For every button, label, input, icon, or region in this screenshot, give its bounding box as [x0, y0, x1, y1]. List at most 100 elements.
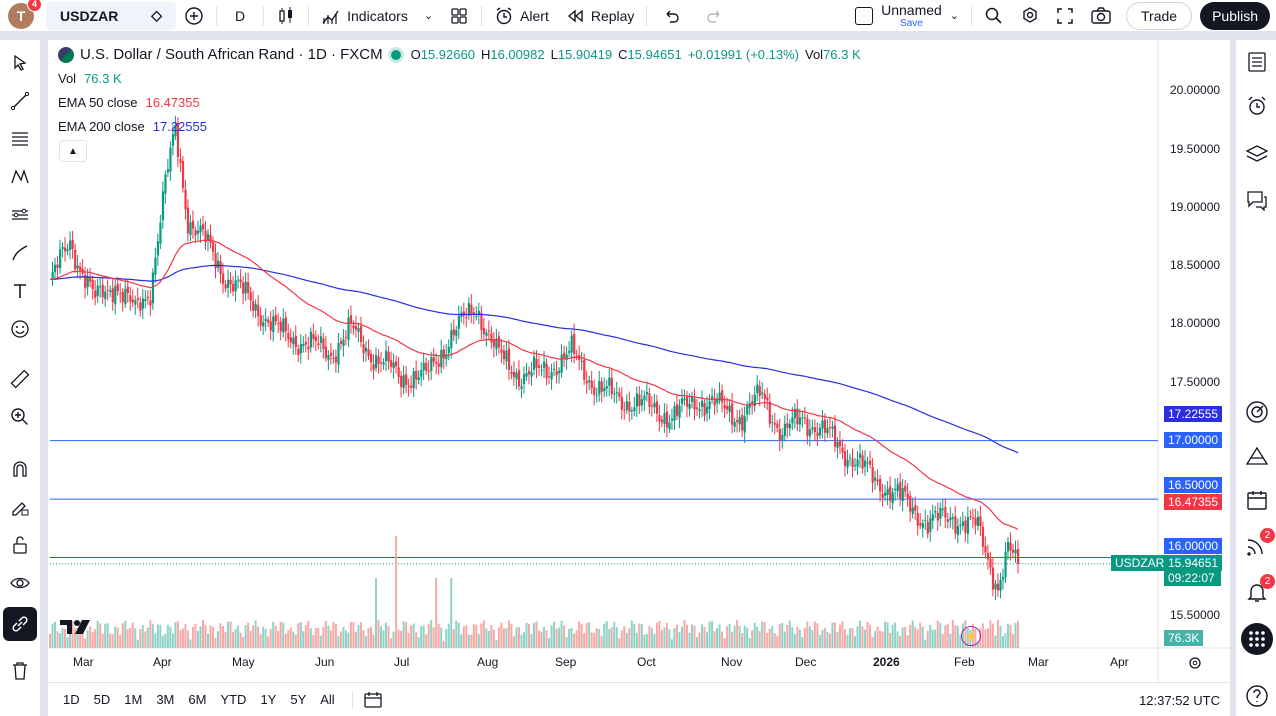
quick-search-button[interactable]: [976, 0, 1012, 32]
emoji-tool[interactable]: [7, 316, 33, 342]
screenshot-button[interactable]: [1082, 0, 1120, 32]
projection-tool[interactable]: [7, 202, 33, 228]
candle-body: [956, 526, 960, 535]
chevron-down-icon[interactable]: ⌄: [423, 10, 434, 22]
volume-bar: [375, 578, 378, 648]
range-5d[interactable]: 5D: [93, 692, 111, 707]
range-1m[interactable]: 1M: [124, 692, 143, 707]
chat-button[interactable]: [1243, 186, 1271, 214]
notifications-button[interactable]: 2: [1243, 574, 1275, 606]
user-avatar[interactable]: T 4: [8, 0, 42, 29]
chevron-down-icon[interactable]: ⌄: [949, 10, 960, 22]
clock[interactable]: 12:37:52 UTC: [1139, 693, 1220, 708]
time-label: Apr: [1110, 655, 1129, 669]
text-tool[interactable]: [7, 278, 33, 304]
publish-button[interactable]: Publish: [1200, 1, 1270, 30]
products-button[interactable]: [1241, 623, 1273, 655]
volume-bar: [69, 624, 72, 648]
collapse-legend-button[interactable]: ▲: [59, 140, 87, 162]
visibility-tool[interactable]: [7, 570, 33, 596]
range-3m[interactable]: 3M: [156, 692, 175, 707]
diamond-icon[interactable]: ◇: [151, 7, 162, 23]
ruler-tool[interactable]: [7, 366, 33, 392]
symbol-title[interactable]: U.S. Dollar / South African Rand · 1D · …: [80, 46, 383, 63]
volume-bar: [412, 623, 415, 648]
alert-button[interactable]: Alert: [486, 0, 557, 32]
candle-body: [869, 460, 872, 465]
candle-body: [758, 386, 761, 396]
volume-bar: [763, 622, 766, 648]
layout-name-button[interactable]: Unnamed Save: [881, 1, 942, 29]
range-all[interactable]: All: [320, 692, 335, 707]
price-chart[interactable]: [48, 40, 1230, 682]
redo-button[interactable]: [693, 0, 735, 32]
indicators-button[interactable]: Indicators: [313, 0, 416, 32]
multi-select-checkbox[interactable]: [855, 6, 874, 25]
watchlist-button[interactable]: [1243, 48, 1271, 76]
calendar-range-icon[interactable]: [363, 691, 383, 709]
alerts-button[interactable]: [1243, 92, 1271, 120]
fib-tool[interactable]: [7, 126, 33, 152]
volume-legend[interactable]: Vol 76.3 K: [58, 71, 122, 86]
range-1d[interactable]: 1D: [63, 692, 80, 707]
delete-tool[interactable]: [7, 658, 33, 684]
chart-type-button[interactable]: [268, 0, 304, 32]
volume-bar: [527, 624, 530, 648]
candle-body: [109, 290, 112, 292]
candle-body: [390, 360, 393, 367]
volume-bar: [801, 636, 804, 648]
axis-settings-icon[interactable]: [1188, 656, 1202, 670]
lock-tool[interactable]: [7, 532, 33, 558]
undo-button[interactable]: [651, 0, 693, 32]
volume-bar: [538, 630, 541, 648]
volume-bar: [364, 636, 367, 648]
cursor-tool[interactable]: [7, 50, 33, 76]
interval-button[interactable]: D: [235, 7, 246, 24]
object-tree-button[interactable]: [1243, 140, 1271, 168]
ema50-legend[interactable]: EMA 50 close 16.47355: [58, 95, 200, 110]
fullscreen-button[interactable]: [1048, 0, 1082, 32]
streams-button[interactable]: 2: [1243, 528, 1275, 560]
ema200-legend[interactable]: EMA 200 close 17.22555: [58, 119, 207, 134]
range-6m[interactable]: 6M: [188, 692, 207, 707]
candle-body: [410, 385, 413, 388]
symbol-search[interactable]: USDZAR ◇: [46, 1, 176, 30]
range-5y[interactable]: 5Y: [290, 692, 307, 707]
candle-body: [151, 272, 155, 304]
lock-drawing-tool[interactable]: [7, 494, 33, 520]
lightning-icon[interactable]: ⚡: [961, 626, 981, 646]
volume-bar: [287, 630, 290, 648]
add-symbol-button[interactable]: [176, 0, 212, 32]
candle-body: [924, 519, 927, 521]
volume-bar: [721, 631, 724, 648]
settings-button[interactable]: [1012, 0, 1048, 32]
candle-body: [808, 429, 812, 437]
help-button[interactable]: [1243, 682, 1271, 710]
volume-bar: [590, 632, 593, 648]
brush-tool[interactable]: [7, 240, 33, 266]
calendar-button[interactable]: [1243, 486, 1271, 514]
chart-panel[interactable]: U.S. Dollar / South African Rand · 1D · …: [48, 40, 1230, 716]
candle-body: [846, 459, 849, 468]
volume-bar: [984, 629, 987, 648]
range-ytd[interactable]: YTD: [220, 692, 247, 707]
horizontal-lines-icon: [12, 132, 28, 146]
volume-bar: [232, 631, 235, 648]
candle-body: [422, 362, 425, 371]
time-label: Jul: [394, 655, 410, 669]
volume-bar: [337, 635, 340, 648]
range-1y[interactable]: 1Y: [260, 692, 277, 707]
tradingview-logo[interactable]: [60, 618, 94, 641]
trend-line-tool[interactable]: [7, 88, 33, 114]
hotlists-button[interactable]: [1243, 398, 1271, 426]
volume-bar: [114, 626, 117, 648]
layouts-button[interactable]: [441, 0, 477, 32]
pattern-tool[interactable]: [7, 164, 33, 190]
zoom-tool[interactable]: [7, 404, 33, 430]
tv-logo-icon: [60, 620, 90, 634]
ideas-button[interactable]: [1243, 442, 1271, 470]
magnet-tool[interactable]: [7, 456, 33, 482]
trade-button[interactable]: Trade: [1126, 1, 1193, 30]
replay-button[interactable]: Replay: [557, 0, 643, 32]
link-tool[interactable]: [3, 607, 37, 641]
